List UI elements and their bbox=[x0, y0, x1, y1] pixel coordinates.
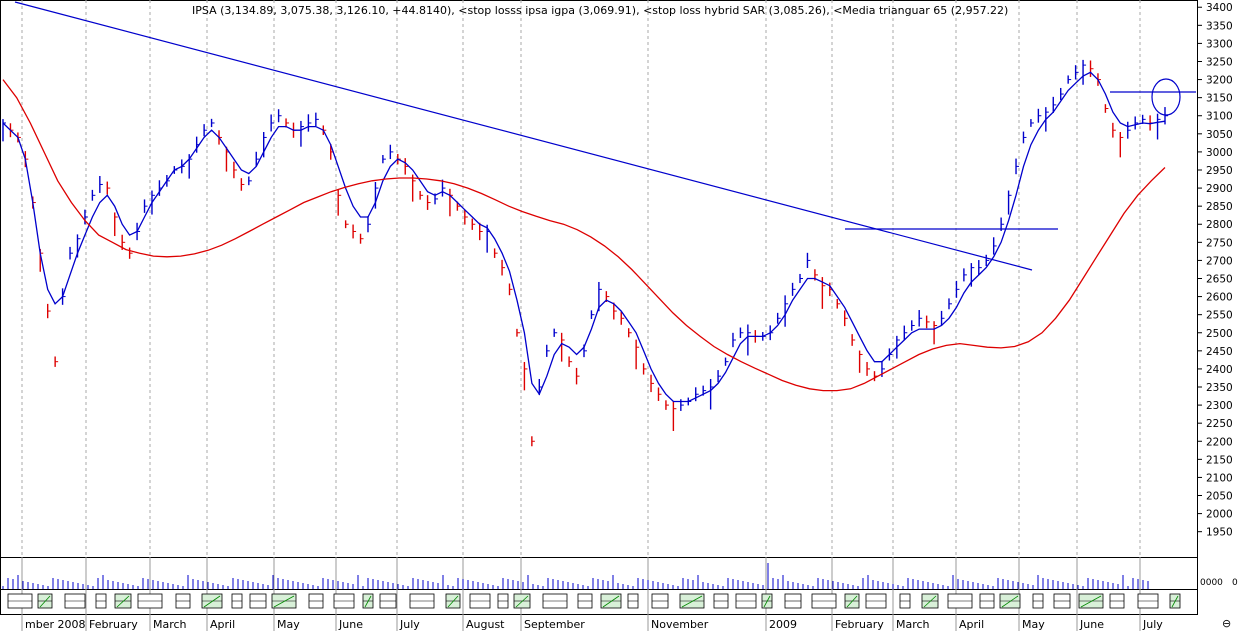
x-label-2: March bbox=[153, 618, 187, 631]
volume-sub-label: 0 bbox=[1232, 578, 1238, 588]
y-tick-label-5: 2200 bbox=[1206, 436, 1233, 448]
y-tick-label-16: 2750 bbox=[1206, 237, 1233, 249]
x-label-15: June bbox=[1079, 618, 1104, 631]
y-tick-label-8: 2350 bbox=[1206, 382, 1233, 394]
y-tick-label-14: 2650 bbox=[1206, 274, 1233, 286]
volume-bars bbox=[2, 563, 1149, 589]
calendar-hatch-10 bbox=[273, 595, 295, 608]
y-tick-label-9: 2400 bbox=[1206, 364, 1233, 376]
calendar-hatch-16 bbox=[447, 595, 459, 608]
calendar-hatch-31 bbox=[846, 595, 858, 608]
y-tick-label-1: 2000 bbox=[1206, 509, 1233, 521]
x-label-4: May bbox=[277, 618, 300, 631]
annotations bbox=[14, 1, 1196, 271]
circle-marker bbox=[1151, 78, 1181, 116]
y-tick-label-27: 3300 bbox=[1206, 38, 1233, 50]
y-tick-label-15: 2700 bbox=[1206, 255, 1233, 267]
y-tick-label-4: 2150 bbox=[1206, 454, 1233, 466]
y-tick-label-12: 2550 bbox=[1206, 310, 1233, 322]
y-tick-label-28: 3350 bbox=[1206, 20, 1233, 32]
y-tick-label-10: 2450 bbox=[1206, 346, 1233, 358]
x-label-3: April bbox=[210, 618, 235, 631]
series-line-2 bbox=[2, 79, 1166, 392]
y-tick-label-19: 2900 bbox=[1206, 183, 1233, 195]
x-label-12: March bbox=[896, 618, 930, 631]
volume-label: 0000 bbox=[1200, 578, 1223, 588]
x-label-14: May bbox=[1022, 618, 1045, 631]
chart-title: IPSA (3,134.89, 3,075.38, 3,126.10, +44.… bbox=[192, 4, 1008, 17]
calendar-frame bbox=[0, 589, 1198, 615]
x-label-10: 2009 bbox=[769, 618, 797, 631]
calendar-hatch-4 bbox=[116, 595, 130, 608]
calendar-hatch-7 bbox=[203, 595, 221, 608]
calendar-hatch-22 bbox=[602, 595, 620, 608]
calendar-hatch-28 bbox=[763, 595, 771, 608]
x-label-11: February bbox=[835, 618, 884, 631]
x-label-0: mber 2008 bbox=[25, 618, 85, 631]
calendar-hatch-40 bbox=[1080, 595, 1102, 608]
x-label-9: November bbox=[651, 618, 709, 631]
x-label-8: September bbox=[524, 618, 585, 631]
x-label-7: August bbox=[466, 618, 505, 631]
plot-frame bbox=[0, 0, 1198, 558]
calendar-hatch-34 bbox=[923, 595, 937, 608]
y-tick-label-23: 3100 bbox=[1206, 111, 1233, 123]
y-tick-label-22: 3050 bbox=[1206, 129, 1233, 141]
y-tick-label-21: 3000 bbox=[1206, 147, 1233, 159]
downtrend-line bbox=[14, 1, 1033, 271]
series-lines bbox=[2, 71, 1166, 403]
y-tick-label-0: 1950 bbox=[1206, 527, 1233, 539]
calendar-hatch-1 bbox=[39, 595, 51, 608]
calendar-hatch-13 bbox=[364, 595, 372, 608]
calendar-hatch-37 bbox=[1001, 595, 1019, 608]
x-label-16: July bbox=[1142, 618, 1163, 631]
y-tick-label-7: 2300 bbox=[1206, 400, 1233, 412]
calendar-hatch-25 bbox=[681, 595, 703, 608]
series-line-1 bbox=[2, 71, 1166, 403]
y-tick-label-2: 2050 bbox=[1206, 491, 1233, 503]
y-tick-label-18: 2850 bbox=[1206, 201, 1233, 213]
y-tick-label-29: 3400 bbox=[1206, 2, 1233, 14]
x-label-5: June bbox=[338, 618, 363, 631]
y-axis: 1950 2000 2050 2100 2150 2200 2250 2300 2350 2400… bbox=[1197, 2, 1233, 539]
zoom-icon[interactable]: ⊖ bbox=[1222, 617, 1231, 630]
calendar-hatch-43 bbox=[1171, 595, 1179, 608]
y-tick-label-24: 3150 bbox=[1206, 93, 1233, 105]
y-tick-label-26: 3250 bbox=[1206, 56, 1233, 68]
calendar-hatch-19 bbox=[515, 595, 529, 608]
x-label-1: February bbox=[89, 618, 138, 631]
grid-lines bbox=[21, 0, 1141, 557]
y-tick-label-20: 2950 bbox=[1206, 165, 1233, 177]
y-tick-label-13: 2600 bbox=[1206, 292, 1233, 304]
y-tick-label-11: 2500 bbox=[1206, 328, 1233, 340]
y-tick-label-3: 2100 bbox=[1206, 472, 1233, 484]
y-tick-label-17: 2800 bbox=[1206, 219, 1233, 231]
x-label-6: July bbox=[399, 618, 420, 631]
y-tick-label-6: 2250 bbox=[1206, 418, 1233, 430]
y-tick-label-25: 3200 bbox=[1206, 75, 1233, 87]
calendar-strip bbox=[7, 593, 1181, 609]
x-label-13: April bbox=[959, 618, 984, 631]
x-axis: mber 2008 February March April May June July Au… bbox=[21, 557, 1163, 631]
